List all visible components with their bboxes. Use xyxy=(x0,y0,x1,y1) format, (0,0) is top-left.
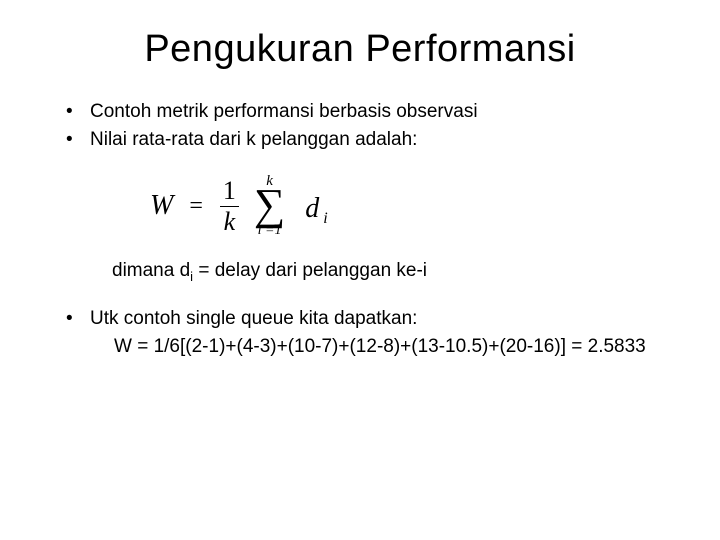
sigma-icon: ∑ xyxy=(254,187,285,222)
slide-title: Pengukuran Performansi xyxy=(40,28,680,71)
fraction-numerator: 1 xyxy=(223,176,236,205)
bullet-text: Utk contoh single queue kita dapatkan: xyxy=(90,308,417,329)
definition-line: dimana di = delay dari pelanggan ke-i xyxy=(112,260,680,284)
summand-subscript: i xyxy=(323,210,327,227)
fraction-denominator: k xyxy=(220,206,240,235)
def-prefix: dimana d xyxy=(112,260,190,281)
bullet-item: Utk contoh single queue kita dapatkan: W… xyxy=(66,306,680,359)
bullet-item: Contoh metrik performansi berbasis obser… xyxy=(66,99,680,125)
def-rest: = delay dari pelanggan ke-i xyxy=(193,260,427,281)
summand-base: d xyxy=(305,193,319,224)
equals-sign: = xyxy=(185,193,207,220)
bullet-list-top: Contoh metrik performansi berbasis obser… xyxy=(66,99,680,152)
summation: k ∑ i =1 xyxy=(254,174,285,238)
slide: Pengukuran Performansi Contoh metrik per… xyxy=(0,0,720,540)
bullet-item: Nilai rata-rata dari k pelanggan adalah: xyxy=(66,127,680,153)
fraction: 1 k xyxy=(219,178,240,235)
calculation-line: W = 1/6[(2-1)+(4-3)+(10-7)+(12-8)+(13-10… xyxy=(114,334,680,360)
formula-lhs: W xyxy=(150,190,173,222)
summand: di xyxy=(305,193,327,229)
bullet-list-bottom: Utk contoh single queue kita dapatkan: W… xyxy=(66,306,680,359)
formula: W = 1 k k ∑ i =1 di xyxy=(150,174,680,238)
sum-lower-limit: i =1 xyxy=(258,224,282,238)
